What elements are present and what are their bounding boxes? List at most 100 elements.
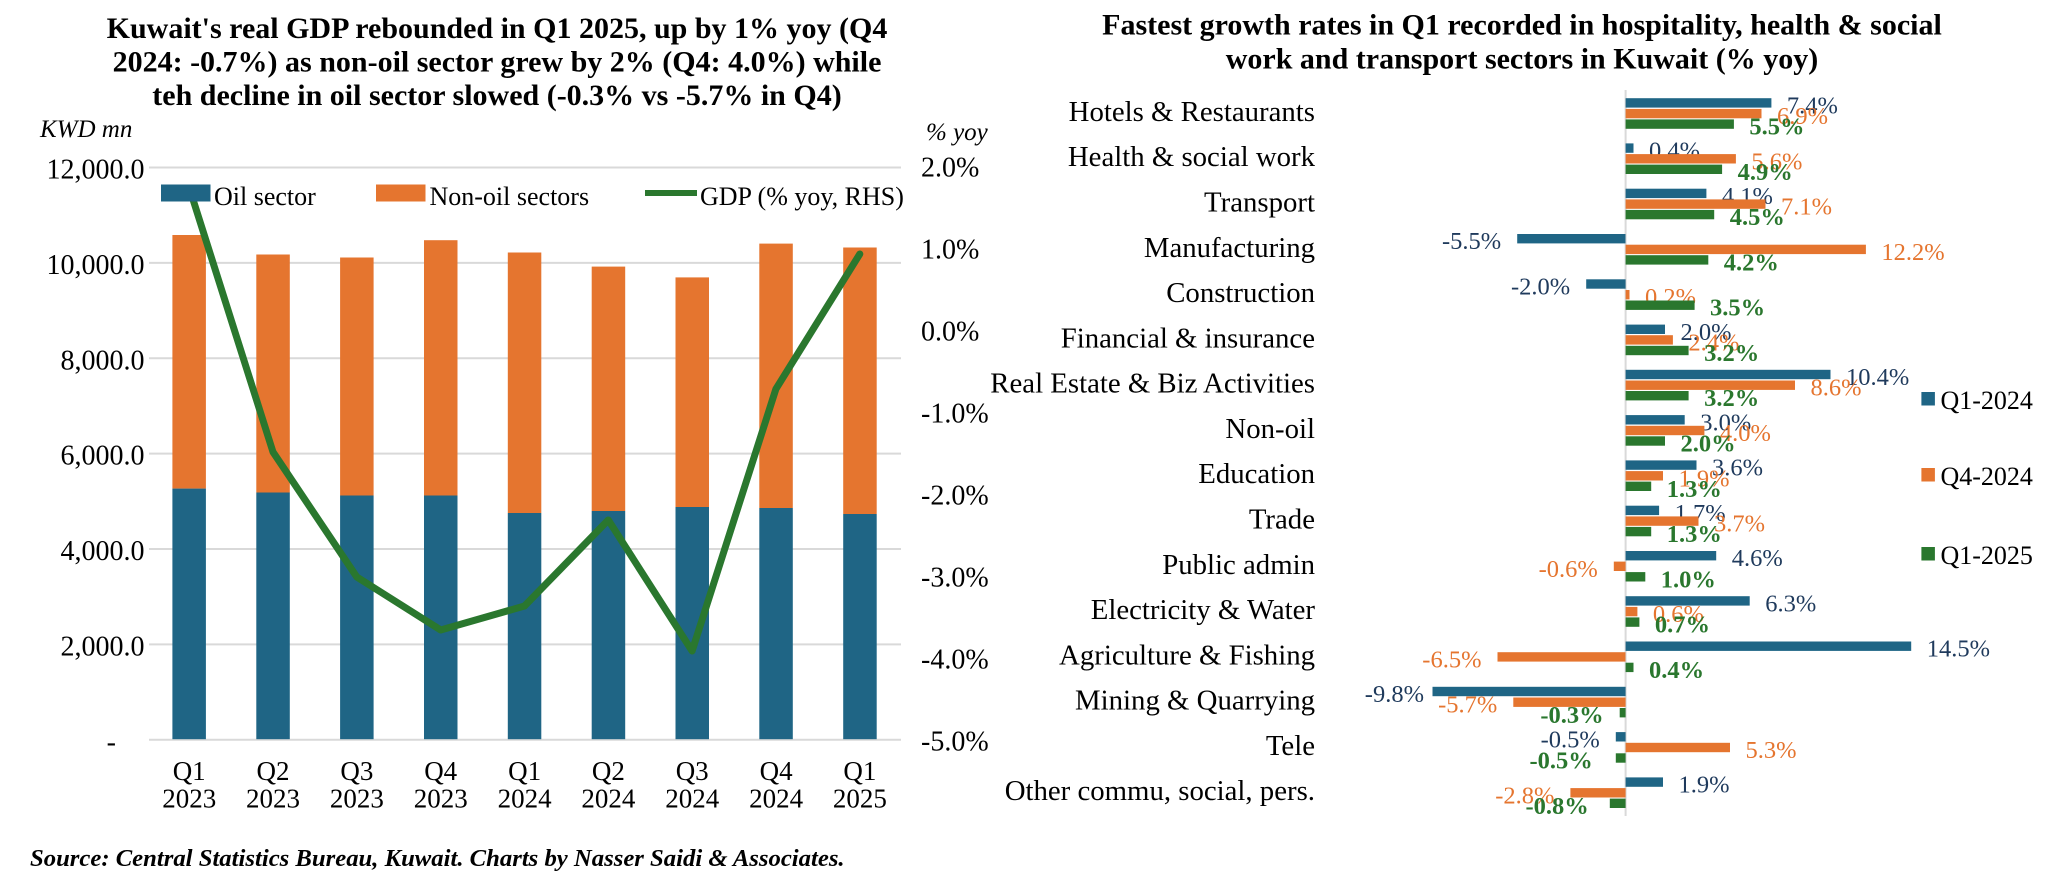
svg-text:5.3%: 5.3% — [1746, 737, 1797, 764]
svg-text:teh decline in oil sector slow: teh decline in oil sector slowed (-0.3% … — [152, 79, 841, 112]
svg-text:Manufacturing: Manufacturing — [1144, 232, 1315, 264]
svg-text:Mining & Quarrying: Mining & Quarrying — [1075, 685, 1315, 717]
svg-text:2.0%: 2.0% — [1681, 319, 1732, 346]
svg-text:0.6%: 0.6% — [1653, 601, 1704, 628]
svg-text:4.6%: 4.6% — [1732, 545, 1783, 572]
svg-text:3.7%: 3.7% — [1714, 511, 1765, 538]
svg-text:-0.3%: -0.3% — [1540, 702, 1603, 729]
svg-text:Q1-2025: Q1-2025 — [1941, 541, 2033, 570]
svg-text:1.3%: 1.3% — [1667, 521, 1722, 548]
svg-text:Q1: Q1 — [173, 756, 206, 786]
svg-text:10,000.0: 10,000.0 — [47, 250, 145, 281]
svg-text:3.2%: 3.2% — [1704, 340, 1759, 367]
svg-text:Public admin: Public admin — [1162, 549, 1315, 581]
svg-text:Real Estate & Biz Activities: Real Estate & Biz Activities — [990, 368, 1315, 400]
svg-text:Q1: Q1 — [508, 756, 541, 786]
svg-text:5.5%: 5.5% — [1749, 114, 1804, 141]
svg-text:Transport: Transport — [1204, 187, 1315, 219]
svg-text:2025: 2025 — [833, 784, 887, 814]
svg-text:Q4-2024: Q4-2024 — [1941, 462, 2033, 491]
svg-text:Source: Central Statistics Bur: Source: Central Statistics Bureau, Kuwai… — [30, 845, 845, 872]
svg-text:4.5%: 4.5% — [1730, 204, 1785, 231]
svg-text:2023: 2023 — [246, 784, 300, 814]
svg-text:Q3: Q3 — [340, 756, 373, 786]
svg-text:3.6%: 3.6% — [1712, 455, 1763, 482]
svg-text:0.4%: 0.4% — [1649, 657, 1704, 684]
svg-text:7.4%: 7.4% — [1787, 92, 1838, 119]
svg-text:0.7%: 0.7% — [1655, 612, 1710, 639]
svg-text:1.9%: 1.9% — [1679, 772, 1730, 799]
svg-text:1.0%: 1.0% — [921, 235, 979, 266]
svg-text:10.4%: 10.4% — [1846, 364, 1909, 391]
svg-text:4.0%: 4.0% — [1720, 420, 1771, 447]
svg-text:-: - — [107, 727, 116, 758]
svg-text:2.0%: 2.0% — [1681, 431, 1736, 458]
svg-text:Q3: Q3 — [676, 756, 709, 786]
svg-text:Other commu, social, pers.: Other commu, social, pers. — [1005, 775, 1315, 807]
svg-text:GDP (% yoy, RHS): GDP (% yoy, RHS) — [700, 182, 904, 211]
svg-text:Tele: Tele — [1266, 730, 1315, 762]
svg-text:-5.5%: -5.5% — [1442, 228, 1501, 255]
svg-text:KWD mn: KWD mn — [39, 116, 132, 143]
svg-text:Agriculture & Fishing: Agriculture & Fishing — [1059, 639, 1315, 671]
svg-text:2.4%: 2.4% — [1688, 329, 1739, 356]
svg-text:6.3%: 6.3% — [1765, 590, 1816, 617]
svg-text:Fastest growth rates in Q1 rec: Fastest growth rates in Q1 recorded in h… — [1102, 9, 1942, 42]
svg-text:-5.0%: -5.0% — [921, 727, 989, 758]
svg-text:3.0%: 3.0% — [1700, 409, 1751, 436]
svg-text:-1.0%: -1.0% — [921, 399, 989, 430]
svg-text:14.5%: 14.5% — [1927, 636, 1990, 663]
svg-text:12,000.0: 12,000.0 — [47, 155, 145, 186]
svg-text:0.0%: 0.0% — [921, 317, 979, 348]
svg-text:work and transport sectors in: work and transport sectors in Kuwait (% … — [1226, 43, 1819, 76]
svg-text:2024: 2024 — [749, 784, 804, 814]
svg-text:-0.5%: -0.5% — [1530, 748, 1593, 775]
svg-text:Q4: Q4 — [424, 756, 457, 786]
svg-text:Non-oil: Non-oil — [1225, 413, 1315, 445]
svg-text:Oil sector: Oil sector — [214, 182, 316, 211]
svg-text:4,000.0: 4,000.0 — [61, 536, 145, 567]
svg-text:Q1-2024: Q1-2024 — [1941, 386, 2033, 415]
svg-text:2.0%: 2.0% — [921, 153, 979, 184]
svg-text:-2.0%: -2.0% — [1511, 274, 1570, 301]
svg-text:Non-oil sectors: Non-oil sectors — [430, 182, 590, 211]
svg-text:-4.0%: -4.0% — [921, 645, 989, 676]
svg-text:8,000.0: 8,000.0 — [61, 345, 145, 376]
svg-text:2023: 2023 — [330, 784, 384, 814]
svg-text:2,000.0: 2,000.0 — [61, 631, 145, 662]
svg-text:Financial & insurance: Financial & insurance — [1061, 322, 1315, 354]
svg-text:2024: 2024 — [581, 784, 636, 814]
svg-text:-5.7%: -5.7% — [1438, 692, 1497, 719]
svg-text:-3.0%: -3.0% — [921, 563, 989, 594]
svg-text:Q1: Q1 — [843, 756, 876, 786]
svg-text:Q2: Q2 — [592, 756, 625, 786]
svg-text:7.1%: 7.1% — [1781, 194, 1832, 221]
svg-text:6,000.0: 6,000.0 — [61, 441, 145, 472]
svg-text:Health & social work: Health & social work — [1068, 141, 1316, 173]
svg-text:Electricity & Water: Electricity & Water — [1091, 594, 1316, 626]
svg-text:2023: 2023 — [414, 784, 468, 814]
svg-text:2024: 2024 — [498, 784, 553, 814]
svg-text:Kuwait's real GDP rebounded in: Kuwait's real GDP rebounded in Q1 2025, … — [107, 12, 888, 45]
svg-text:2024: 2024 — [665, 784, 720, 814]
svg-text:Q4: Q4 — [760, 756, 793, 786]
svg-text:3.2%: 3.2% — [1704, 385, 1759, 412]
svg-text:1.3%: 1.3% — [1667, 476, 1722, 503]
svg-text:6.9%: 6.9% — [1777, 103, 1828, 130]
svg-text:-9.8%: -9.8% — [1365, 681, 1424, 708]
svg-text:Trade: Trade — [1249, 504, 1315, 536]
svg-text:Hotels & Restaurants: Hotels & Restaurants — [1069, 96, 1315, 128]
svg-text:Education: Education — [1198, 458, 1315, 490]
svg-text:3.5%: 3.5% — [1710, 295, 1765, 322]
svg-text:12.2%: 12.2% — [1881, 239, 1944, 266]
svg-text:-2.0%: -2.0% — [921, 481, 989, 512]
svg-text:4.9%: 4.9% — [1738, 159, 1793, 186]
svg-text:1.0%: 1.0% — [1661, 566, 1716, 593]
svg-text:-0.8%: -0.8% — [1526, 793, 1589, 820]
svg-text:4.2%: 4.2% — [1724, 249, 1779, 276]
svg-text:1.9%: 1.9% — [1679, 465, 1730, 492]
svg-text:2024: -0.7%) as non-oil sector: 2024: -0.7%) as non-oil sector grew by 2… — [113, 46, 882, 79]
svg-text:-2.8%: -2.8% — [1495, 782, 1554, 809]
svg-text:-0.5%: -0.5% — [1541, 726, 1600, 753]
svg-text:-6.5%: -6.5% — [1422, 646, 1481, 673]
